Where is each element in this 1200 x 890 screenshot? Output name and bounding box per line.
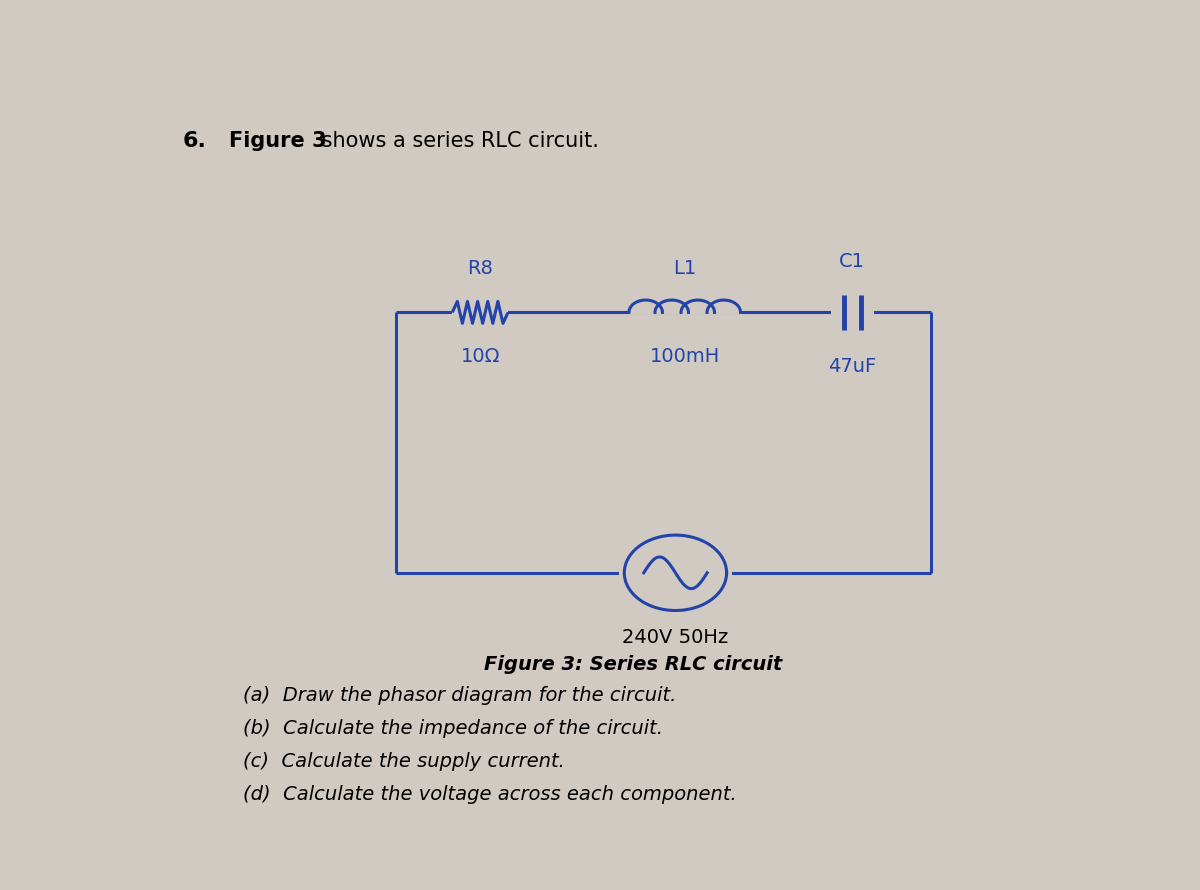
Text: (a)  Draw the phasor diagram for the circuit.: (a) Draw the phasor diagram for the circ… xyxy=(242,686,677,705)
Text: C1: C1 xyxy=(839,252,865,271)
Bar xyxy=(452,299,508,326)
Circle shape xyxy=(619,531,731,614)
Bar xyxy=(629,283,740,314)
Text: Figure 3: Series RLC circuit: Figure 3: Series RLC circuit xyxy=(485,655,782,674)
Text: 10Ω: 10Ω xyxy=(461,346,500,366)
Text: 47uF: 47uF xyxy=(828,357,876,376)
Text: 240V 50Hz: 240V 50Hz xyxy=(623,627,728,647)
Text: R8: R8 xyxy=(467,259,493,278)
Text: (d)  Calculate the voltage across each component.: (d) Calculate the voltage across each co… xyxy=(242,785,737,804)
Text: 6.: 6. xyxy=(182,131,206,150)
Text: Figure 3: Figure 3 xyxy=(229,131,326,150)
Bar xyxy=(830,293,874,332)
Text: shows a series RLC circuit.: shows a series RLC circuit. xyxy=(314,131,599,150)
Text: (c)  Calculate the supply current.: (c) Calculate the supply current. xyxy=(242,752,565,771)
Text: L1: L1 xyxy=(673,259,696,278)
Text: (b)  Calculate the impedance of the circuit.: (b) Calculate the impedance of the circu… xyxy=(242,719,662,738)
Text: 100mH: 100mH xyxy=(649,346,720,366)
